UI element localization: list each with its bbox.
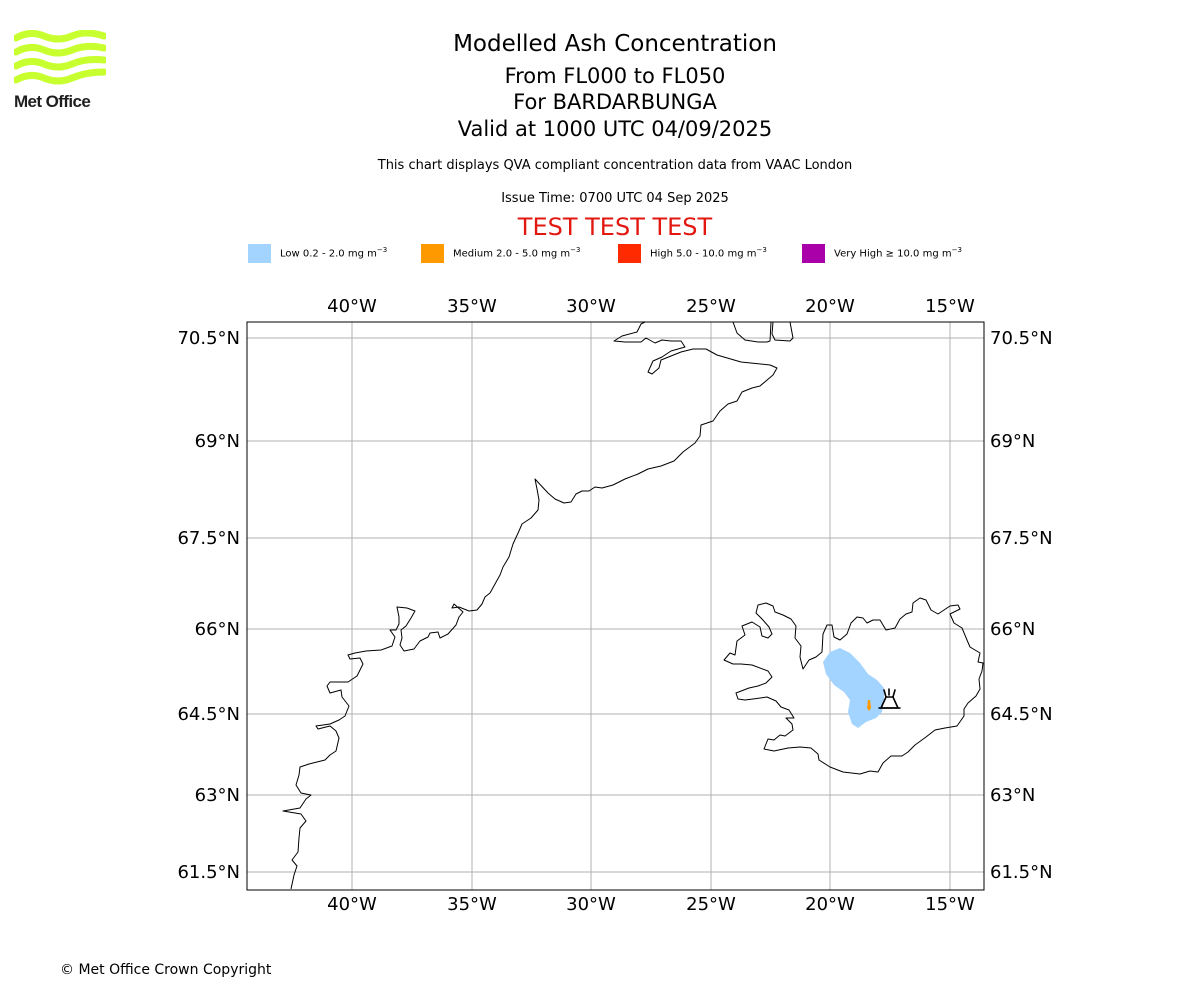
lat-tick-right-63n: 63°N [990,785,1035,806]
volcano-icon [878,688,901,709]
lat-tick-left-67-5n: 67.5°N [177,528,240,549]
lon-tick-top-20w: 20°W [805,296,855,317]
legend-swatch-medium [421,244,444,263]
lat-tick-right-70-5n: 70.5°N [990,328,1053,349]
greenland-coastline [282,321,778,890]
met-office-waves-icon [12,29,108,85]
iceland-coastline [723,597,984,775]
greenland-coastline-north [732,321,772,343]
volcano-name: For BARDARBUNGA [513,90,717,114]
flight-levels: From FL000 to FL050 [504,64,726,88]
lon-tick-bottom-40w: 40°W [327,894,377,915]
lat-tick-right-67-5n: 67.5°N [990,528,1053,549]
lat-tick-right-64-5n: 64.5°N [990,704,1053,725]
lat-tick-left-70-5n: 70.5°N [177,328,240,349]
legend-swatch-high [618,244,641,263]
lat-tick-right-69n: 69°N [990,431,1035,452]
legend-label-very-high: Very High ≥ 10.0 mg m [834,248,952,260]
lon-tick-top-35w: 35°W [447,296,497,317]
valid-time: Valid at 1000 UTC 04/09/2025 [457,117,773,141]
issue-time: Issue Time: 0700 UTC 04 Sep 2025 [501,191,729,206]
logo-text: Met Office [14,92,91,111]
lat-tick-left-61-5n: 61.5°N [177,862,240,883]
lon-tick-top-30w: 30°W [566,296,616,317]
lon-tick-bottom-35w: 35°W [447,894,497,915]
lon-tick-bottom-15w: 15°W [925,894,975,915]
copyright-notice: © Met Office Crown Copyright [60,962,272,978]
chart-title: Modelled Ash Concentration [453,31,777,57]
greenland-coastline-northeast [771,321,794,342]
legend-label-low: Low 0.2 - 2.0 mg m [280,248,377,260]
lon-tick-bottom-20w: 20°W [805,894,855,915]
lon-tick-bottom-30w: 30°W [566,894,616,915]
lat-tick-left-69n: 69°N [195,431,240,452]
legend-label-medium: Medium 2.0 - 5.0 mg m [453,248,571,260]
lat-tick-right-66n: 66°N [990,619,1035,640]
lon-tick-bottom-25w: 25°W [686,894,736,915]
legend-unit-exponent: −3 [756,246,767,254]
lon-tick-top-15w: 15°W [925,296,975,317]
ash-area-medium [867,700,871,711]
coastlines [282,321,984,890]
met-office-logo: Met Office [12,29,108,112]
legend-swatch-very-high [802,244,825,263]
test-banner: TEST TEST TEST [517,213,713,241]
map-frame [246,321,985,891]
ash-area-low [823,648,884,728]
lat-tick-left-63n: 63°N [195,785,240,806]
legend-unit-exponent: −3 [570,246,581,254]
legend-unit-exponent: −3 [951,246,962,254]
lon-tick-top-40w: 40°W [327,296,377,317]
legend-label-high: High 5.0 - 10.0 mg m [650,248,757,260]
legend-swatch-low [248,244,271,263]
lat-tick-left-66n: 66°N [195,619,240,640]
lon-tick-top-25w: 25°W [686,296,736,317]
lat-tick-right-61-5n: 61.5°N [990,862,1053,883]
map-gridlines [247,322,984,890]
legend-unit-exponent: −3 [376,246,388,254]
lat-tick-left-64-5n: 64.5°N [177,704,240,725]
chart-description: This chart displays QVA compliant concen… [377,158,853,173]
